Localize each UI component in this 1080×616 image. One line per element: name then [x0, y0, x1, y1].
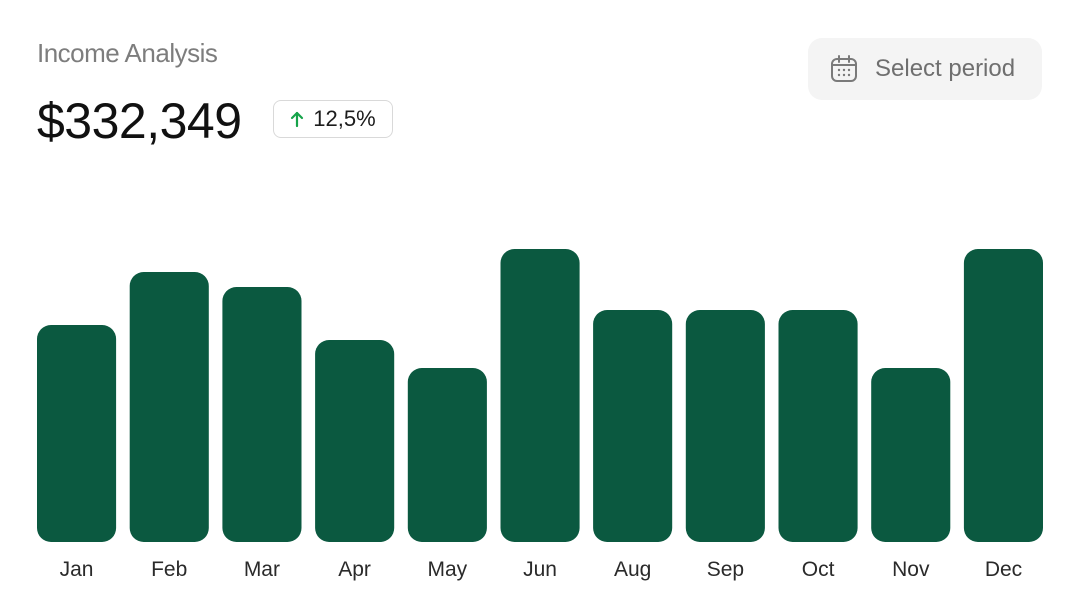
x-label-jan: Jan: [60, 558, 94, 581]
x-label-may: May: [427, 558, 467, 581]
bar-jan: [37, 325, 117, 542]
bar-mar: [222, 287, 302, 542]
income-bar-chart: Jan Feb Mar Apr May Jun Aug Sep Oct Nov Dec: [37, 249, 1043, 581]
change-badge: 12,5%: [273, 100, 393, 138]
x-label-oct: Oct: [802, 558, 835, 581]
x-label-jun: Jun: [523, 558, 557, 581]
x-label-feb: Feb: [151, 558, 187, 581]
x-label-aug: Aug: [614, 558, 651, 581]
arrow-up-icon: [290, 110, 304, 128]
bar-oct: [778, 310, 858, 542]
bar-jun: [500, 249, 580, 542]
bars-group: [37, 249, 1043, 542]
bar-sep: [685, 310, 765, 542]
calendar-icon: [829, 54, 859, 84]
x-label-nov: Nov: [892, 558, 930, 581]
bar-apr: [315, 340, 395, 542]
x-label-dec: Dec: [985, 558, 1022, 581]
bar-aug: [593, 310, 673, 542]
bar-may: [407, 368, 487, 542]
x-label-apr: Apr: [338, 558, 371, 581]
bar-feb: [129, 272, 209, 542]
bar-dec: [963, 249, 1043, 542]
bar-nov: [871, 368, 951, 542]
select-period-button[interactable]: Select period: [808, 38, 1042, 100]
x-label-mar: Mar: [244, 558, 280, 581]
x-axis-labels: Jan Feb Mar Apr May Jun Aug Sep Oct Nov Dec: [60, 558, 1023, 581]
total-income-amount: $332,349: [37, 93, 242, 149]
x-label-sep: Sep: [707, 558, 744, 581]
card-title: Income Analysis: [37, 38, 218, 68]
select-period-label: Select period: [875, 55, 1016, 82]
change-percentage: 12,5%: [313, 106, 376, 131]
